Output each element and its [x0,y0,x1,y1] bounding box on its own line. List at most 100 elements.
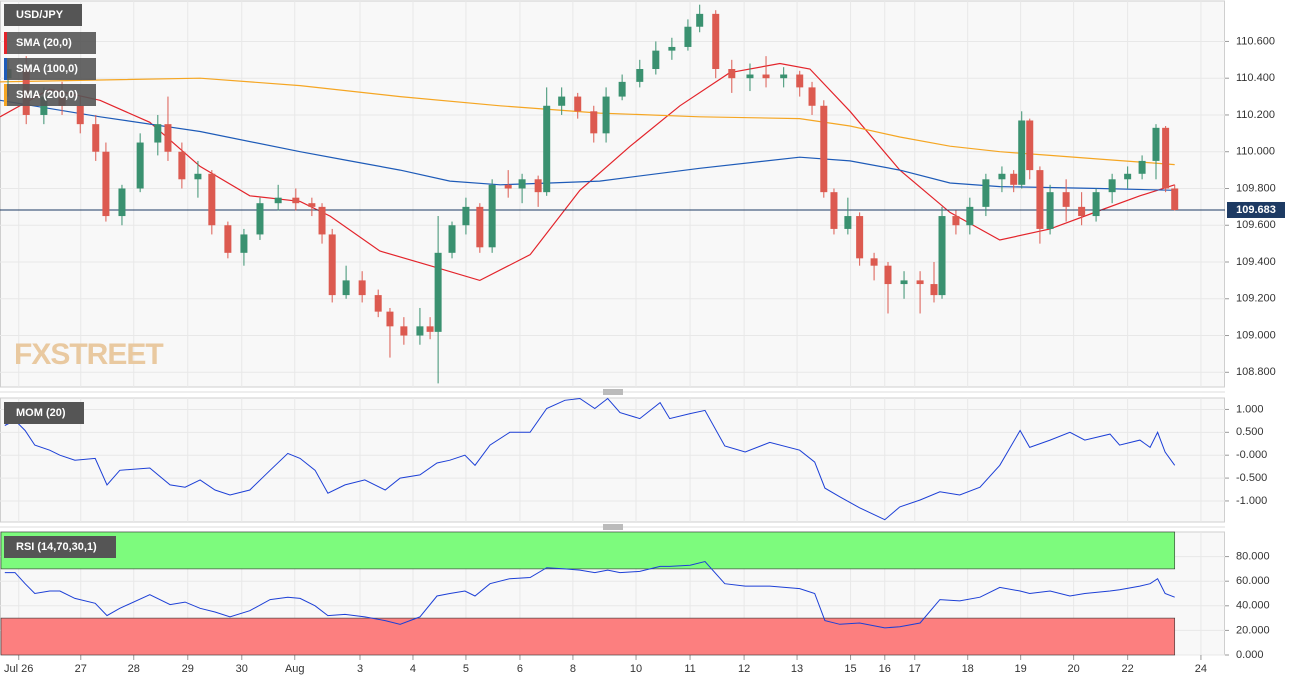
y-tick-label: 80.000 [1236,551,1270,563]
x-tick-label: 17 [909,663,921,675]
x-tick-label: 22 [1122,663,1134,675]
indicator-line [4,560,1175,629]
candle-body [1138,160,1146,174]
candle-body [820,105,828,193]
candle-body [856,216,864,259]
candle-body [374,295,382,312]
legend-title: USD/JPY [16,9,64,21]
candle-body [900,280,908,285]
candle-body [308,203,316,207]
candle-body [696,13,704,27]
candle-body [558,96,566,106]
candle-body [652,50,660,70]
x-tick-label: Aug [285,663,305,675]
x-tick-label: 8 [570,663,576,675]
x-tick-label: 12 [738,663,750,675]
candle-body [1092,192,1100,217]
band [0,531,1176,570]
y-tick-label: 109.200 [1236,293,1276,305]
y-tick-label: 109.800 [1236,182,1276,194]
x-tick-label: 3 [357,663,363,675]
y-tick-label: 110.600 [1236,35,1275,47]
legend-swatch [4,32,7,54]
x-tick-label: Jul 26 [4,663,33,675]
candle-body [426,326,434,332]
x-tick-label: 16 [879,663,891,675]
candle-body [1010,173,1018,185]
y-tick-label: -0.500 [1236,472,1267,484]
sma-line [0,62,1175,282]
candle-body [684,26,692,47]
x-tick-label: 18 [962,663,974,675]
candle-body [1152,127,1160,161]
candle-body [400,326,408,336]
candle-body [358,280,366,296]
candle-body [318,206,326,235]
candle-body [982,179,990,207]
y-tick-label: 110.000 [1236,146,1275,158]
candle-body [543,105,551,193]
candle-body [1124,173,1132,180]
y-tick-label: 40.000 [1236,600,1270,612]
legend-title: RSI (14,70,30,1) [16,541,97,553]
candle-body [274,197,282,204]
candle-body [92,124,100,152]
y-tick-label: -1.000 [1236,495,1267,507]
legend-label: SMA (20,0) [16,37,72,49]
candle-body [1108,179,1116,193]
candle-body [884,265,892,285]
candle-body [208,173,216,226]
indicator-line [4,397,1176,521]
candle-body [178,151,186,180]
x-tick-label: 6 [517,663,523,675]
y-tick-label: -0.000 [1236,449,1267,461]
candle-body [386,311,394,327]
legend-box [4,32,96,54]
y-tick-label: 1.000 [1236,403,1264,415]
candle-body [916,280,924,285]
legend-box [4,58,96,80]
candle-body [154,124,162,143]
y-tick-label: 0.500 [1236,426,1264,438]
x-tick-label: 27 [75,663,87,675]
candle-body [844,216,852,229]
sma-line [0,99,1175,191]
candle-body [796,74,804,88]
price-tag [1227,201,1285,218]
candle-body [966,206,974,226]
candle-body [476,206,484,248]
y-tick-label: 60.000 [1236,575,1270,587]
candle-body [488,184,496,248]
candle-body [342,280,350,296]
candle-body [164,124,172,152]
candle-body [534,179,542,193]
candle-body [830,192,838,229]
candle-body [1062,192,1070,207]
candle-body [292,197,300,204]
candle-body [504,184,512,189]
candle-body [328,234,336,296]
band [0,617,1176,656]
legend-box [4,402,84,424]
watermark: FXSTREET [14,338,163,371]
y-tick-label: 110.400 [1236,72,1275,84]
x-tick-label: 13 [791,663,803,675]
candle-body [1078,206,1086,217]
candle-body [102,151,110,217]
candle-body [762,74,770,79]
candle-body [618,81,626,97]
candle-body [1036,170,1044,229]
legend-box [4,536,116,558]
x-tick-label: 15 [844,663,856,675]
candle-body [462,206,470,226]
candle-body [1046,192,1054,229]
x-tick-label: 5 [463,663,469,675]
candle-body [224,225,232,253]
x-tick-label: 29 [182,663,194,675]
legend-swatch [4,84,7,106]
candle-body [518,179,526,189]
candle-body [240,234,248,253]
candle-body [636,69,644,82]
candle-body [574,96,582,112]
